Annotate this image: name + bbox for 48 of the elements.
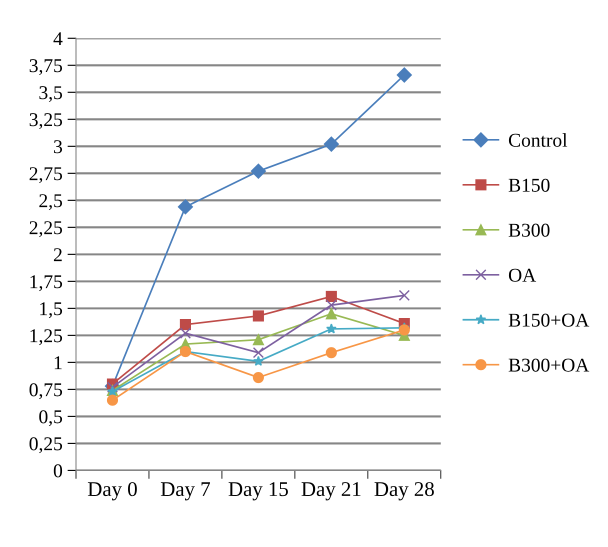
point [252, 347, 264, 358]
y-tick-label: 1,75 [30, 275, 62, 292]
point [252, 334, 264, 346]
legend-label: B150 [508, 178, 550, 192]
y-tick-label: 0,5 [39, 410, 62, 426]
point [398, 324, 410, 336]
y-tick-label: 2,75 [30, 167, 62, 184]
y-tick-label: 3,5 [39, 86, 62, 102]
point [252, 310, 264, 322]
point [106, 394, 118, 406]
point [326, 300, 337, 311]
y-tick-label: 3 [54, 140, 62, 154]
x-tick-label: Day 28 [374, 482, 434, 500]
point [180, 319, 191, 330]
legend-label: OA [508, 268, 536, 282]
x-tick-label: Day 15 [228, 482, 288, 500]
y-tick-label: 3,75 [30, 59, 62, 76]
x-tick-label: Day 0 [88, 482, 137, 500]
point [178, 199, 194, 214]
point [326, 323, 337, 334]
point [252, 372, 264, 384]
point [253, 356, 264, 366]
legend-label: B300+OA [508, 358, 590, 372]
point [250, 164, 266, 179]
y-tick-label: 0,75 [30, 383, 62, 400]
legend-label: B150+OA [508, 314, 590, 327]
legend-label: B300 [508, 224, 550, 237]
y-tick-label: 4 [53, 32, 62, 46]
point [396, 67, 412, 83]
point [398, 290, 410, 301]
y-tick-label: 1 [54, 356, 62, 370]
y-tick-label: 0 [54, 464, 62, 478]
y-tick-label: 0,25 [30, 437, 62, 454]
point [324, 136, 339, 152]
point [106, 382, 118, 393]
point [326, 290, 337, 302]
y-tick-label: 2 [54, 248, 62, 262]
point [326, 347, 337, 358]
x-tick-label: Day 7 [160, 482, 210, 500]
y-tick-label: 3,25 [30, 113, 62, 130]
y-tick-label: 2,5 [39, 194, 62, 210]
point [180, 328, 191, 339]
legend-label: Control [508, 133, 568, 147]
y-tick-label: 2,25 [30, 221, 62, 238]
x-tick-label: Day 21 [302, 482, 360, 500]
y-tick-label: 1,5 [40, 302, 62, 318]
point [326, 308, 337, 320]
y-tick-label: 1,25 [30, 329, 62, 346]
